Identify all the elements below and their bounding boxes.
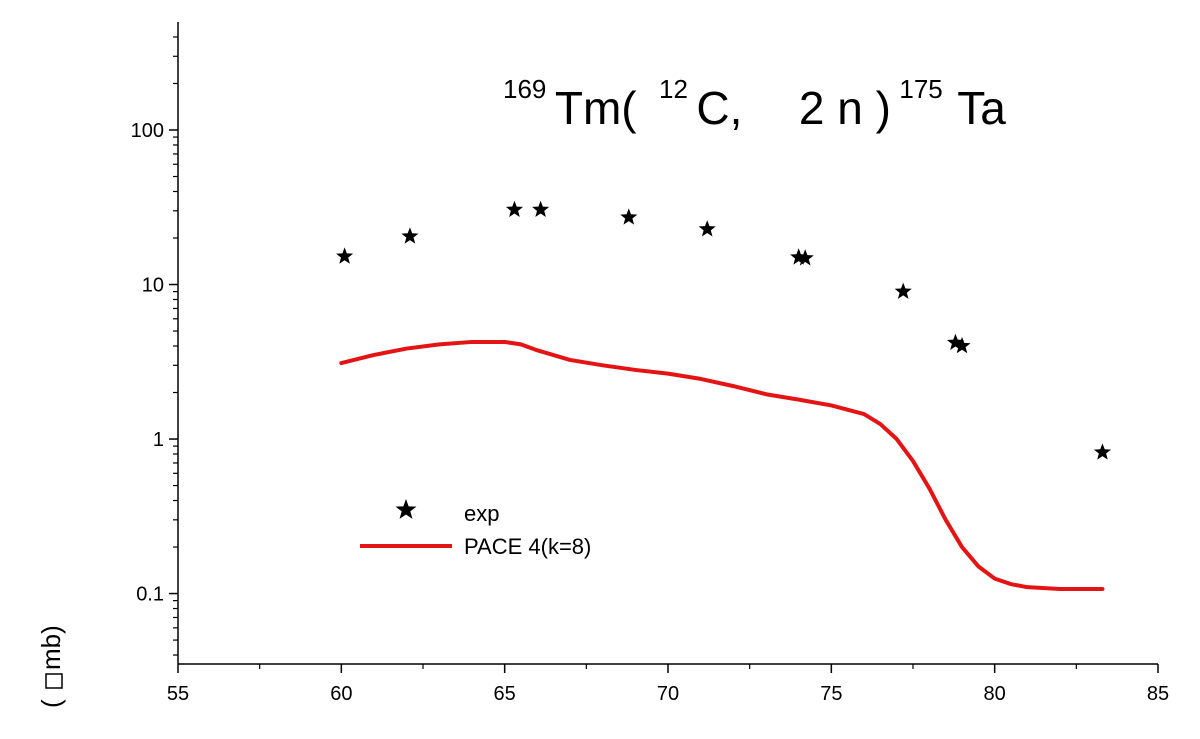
y-tick-label: 1 [153,429,164,451]
legend: exp PACE 4(k=8) [360,499,591,559]
legend-pace-label: PACE 4(k=8) [464,534,591,559]
title-c: C, [696,82,742,134]
title-ta-mass: 175 [899,74,942,104]
exp-data-point [620,208,638,225]
series-layer [336,200,1112,592]
y-axis-label-unit: mb) [36,625,66,670]
exp-data-point [946,333,965,351]
exp-data-point [336,247,354,264]
title-c-mass: 12 [659,74,688,104]
y-tick-label: 100 [131,120,164,142]
axes [177,22,1158,665]
exp-data-point [796,249,814,266]
x-tick-label: 60 [330,683,352,705]
x-tick-label: 85 [1147,683,1169,705]
chart-title: 169 Tm( 12 C, 2 n ) 175 Ta [503,74,1006,134]
x-tick-label: 75 [820,683,842,705]
y-axis-label-missing-glyph [45,673,63,689]
exp-data-point [894,282,912,299]
ticks [169,36,1159,673]
exp-data-point [505,200,524,217]
x-tick-label: 65 [494,683,516,705]
exp-data-point [532,200,550,217]
title-n: 2 n ) [799,82,891,134]
pace-series-line [339,339,1105,592]
title-ta: Ta [957,82,1006,134]
tick-labels: 55 60 65 70 75 80 85 0.1 1 10 100 [131,120,1170,705]
x-tick-label: 70 [657,683,679,705]
exp-data-point [698,220,716,237]
exp-data-point [1093,443,1112,460]
title-tm: Tm( [555,82,637,134]
y-axis-label: ( mb) [36,625,66,708]
title-tm-mass: 169 [503,74,546,104]
y-tick-label: 10 [142,275,164,297]
y-axis-label-paren: ( [36,699,66,708]
legend-exp-label: exp [464,501,499,526]
x-tick-label: 55 [167,683,189,705]
x-tick-label: 80 [984,683,1006,705]
legend-exp-marker [395,499,417,519]
exp-data-point [953,337,971,354]
y-tick-label: 0.1 [136,584,164,606]
exp-data-point [401,227,419,244]
